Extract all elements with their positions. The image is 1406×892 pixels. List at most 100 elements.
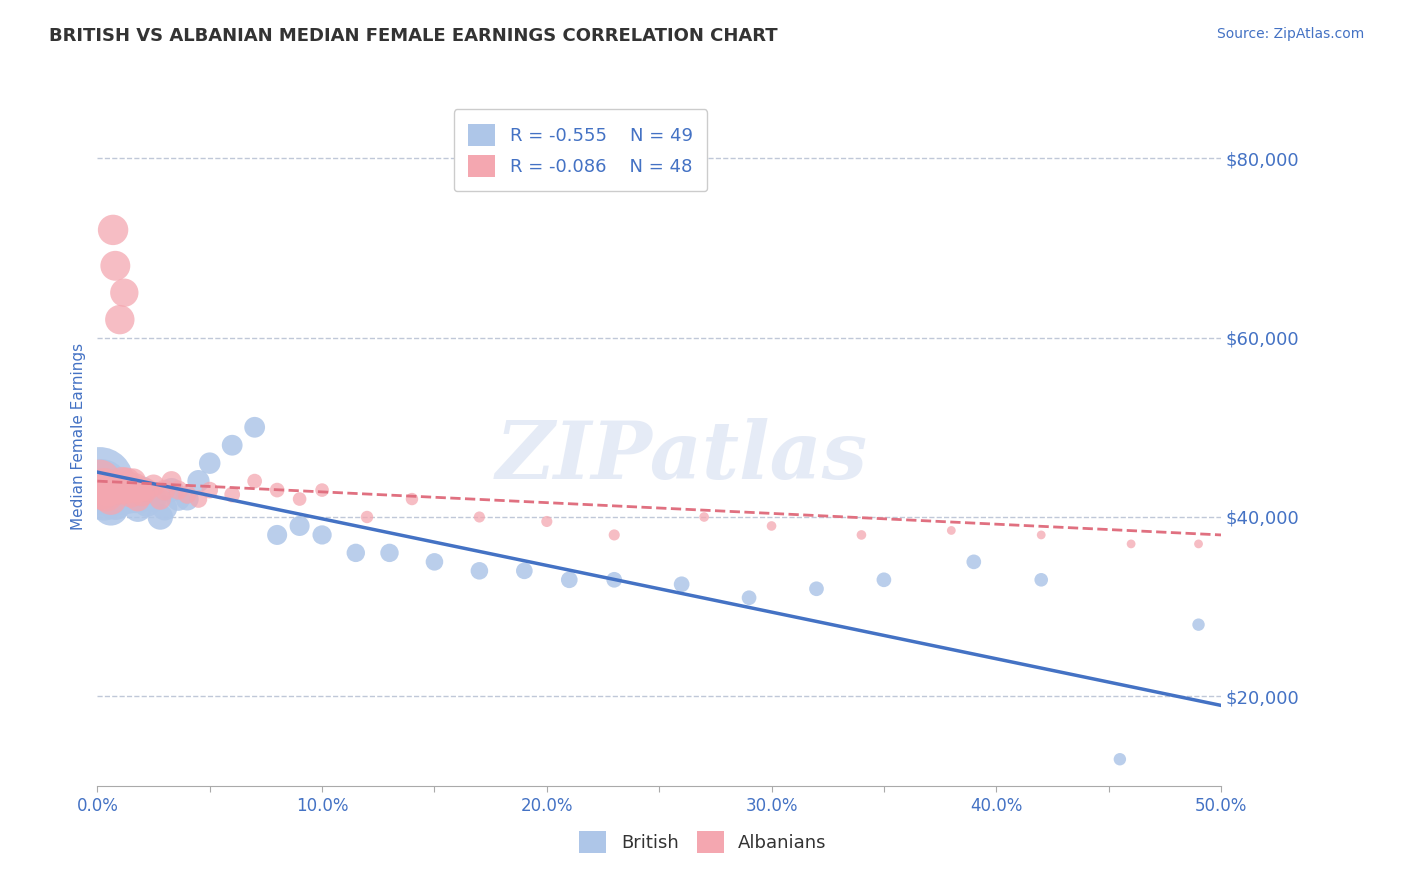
Point [115, 474, 138, 488]
Point [378, 546, 401, 560]
Point [187, 474, 209, 488]
Text: BRITISH VS ALBANIAN MEDIAN FEMALE EARNINGS CORRELATION CHART: BRITISH VS ALBANIAN MEDIAN FEMALE EARNIN… [49, 27, 778, 45]
Point [124, 491, 146, 506]
Point [198, 483, 221, 497]
Point [89, 474, 111, 488]
Point [176, 487, 198, 501]
Point [96, 483, 118, 497]
Point [160, 483, 183, 497]
Point [127, 491, 149, 506]
Point [112, 285, 135, 300]
Legend: R = -0.555    N = 49, R = -0.086    N = 48: R = -0.555 N = 49, R = -0.086 N = 48 [454, 110, 707, 192]
Point [266, 483, 288, 497]
Point [738, 591, 761, 605]
Point [104, 497, 127, 511]
Point [120, 487, 142, 501]
Point [513, 564, 536, 578]
Point [101, 223, 124, 237]
Point [243, 474, 266, 488]
Text: Source: ZipAtlas.com: Source: ZipAtlas.com [1216, 27, 1364, 41]
Point [356, 510, 378, 524]
Point [120, 483, 142, 497]
Point [112, 491, 135, 506]
Point [176, 491, 198, 506]
Point [142, 491, 165, 506]
Legend: British, Albanians: British, Albanians [572, 824, 834, 861]
Point [963, 555, 986, 569]
Y-axis label: Median Female Earnings: Median Female Earnings [72, 343, 86, 530]
Point [96, 487, 118, 501]
Point [153, 501, 176, 516]
Point [693, 510, 716, 524]
Point [107, 483, 129, 497]
Point [167, 483, 190, 497]
Point [112, 483, 135, 497]
Point [115, 478, 138, 492]
Point [288, 519, 311, 533]
Point [129, 491, 152, 506]
Point [108, 483, 131, 497]
Point [423, 555, 446, 569]
Point [311, 483, 333, 497]
Point [761, 519, 783, 533]
Point [149, 510, 172, 524]
Point [135, 483, 157, 497]
Point [135, 497, 157, 511]
Point [221, 487, 243, 501]
Point [187, 491, 209, 506]
Point [108, 491, 131, 506]
Point [468, 564, 491, 578]
Point [118, 483, 141, 497]
Point [1187, 617, 1209, 632]
Point [90, 483, 112, 497]
Point [160, 474, 183, 488]
Point [344, 546, 367, 560]
Point [93, 491, 115, 506]
Point [558, 573, 581, 587]
Point [221, 438, 243, 452]
Point [127, 501, 149, 516]
Point [100, 501, 122, 516]
Point [131, 483, 153, 497]
Point [122, 487, 145, 501]
Point [89, 474, 111, 488]
Point [266, 528, 288, 542]
Point [1031, 528, 1053, 542]
Point [603, 528, 626, 542]
Point [107, 478, 129, 492]
Point [111, 483, 134, 497]
Point [129, 483, 152, 497]
Point [153, 483, 176, 497]
Point [198, 456, 221, 470]
Point [1119, 537, 1142, 551]
Point [93, 478, 115, 492]
Point [90, 478, 112, 492]
Point [97, 483, 120, 497]
Point [142, 478, 165, 492]
Point [671, 577, 693, 591]
Point [108, 312, 131, 326]
Point [603, 573, 626, 587]
Point [1108, 752, 1130, 766]
Point [468, 510, 491, 524]
Point [1187, 537, 1209, 551]
Point [104, 259, 127, 273]
Point [149, 491, 172, 506]
Point [873, 573, 896, 587]
Point [97, 487, 120, 501]
Point [243, 420, 266, 434]
Point [118, 491, 141, 506]
Point [111, 474, 134, 488]
Point [167, 491, 190, 506]
Text: ZIPatlas: ZIPatlas [495, 418, 868, 496]
Point [122, 474, 145, 488]
Point [1031, 573, 1053, 587]
Point [100, 491, 122, 506]
Point [101, 491, 124, 506]
Point [131, 487, 153, 501]
Point [941, 524, 963, 538]
Point [288, 491, 311, 506]
Point [311, 528, 333, 542]
Point [806, 582, 828, 596]
Point [851, 528, 873, 542]
